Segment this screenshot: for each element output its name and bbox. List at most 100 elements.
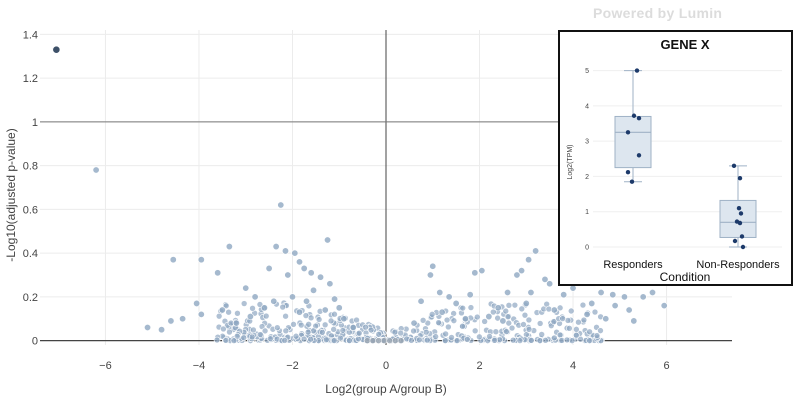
x-tick-label: −6 — [99, 360, 112, 372]
gene-point — [144, 323, 152, 331]
gene-point — [489, 308, 497, 316]
gene-point — [240, 300, 248, 307]
gene-point — [532, 247, 540, 255]
gene-point — [339, 327, 347, 334]
gene-point — [567, 307, 575, 315]
gene-point — [410, 319, 418, 327]
sample-point — [738, 211, 744, 216]
gene-point — [288, 293, 296, 301]
gene-point — [290, 321, 297, 328]
gene-point — [214, 269, 222, 277]
gene-point — [349, 323, 357, 331]
gene-point — [391, 328, 399, 336]
gene-point — [503, 328, 510, 335]
gene-point — [429, 262, 437, 270]
gene-point — [597, 288, 605, 296]
inset-y-axis-title: Log2(TPM) — [567, 144, 574, 179]
gene-point — [319, 329, 326, 336]
gene-point — [527, 288, 535, 296]
gene-point — [463, 336, 471, 343]
gene-point — [380, 337, 388, 344]
x-tick-labels: −6 −4 −2 0 2 4 6 — [99, 360, 669, 372]
gene-point — [597, 327, 604, 334]
gene-point — [225, 308, 232, 316]
gene-point — [297, 321, 305, 329]
x-tick-label: 6 — [663, 360, 669, 372]
gene-point — [611, 302, 619, 310]
gene-point — [485, 313, 493, 321]
gene-point — [307, 335, 314, 343]
gene-point — [331, 310, 338, 318]
gene-point — [321, 321, 329, 329]
inset-y-tick-label: 3 — [585, 139, 589, 146]
inset-y-tick-label: 2 — [585, 174, 589, 181]
inset-category-non-responders: Non-Responders — [696, 259, 780, 271]
gene-point — [317, 273, 325, 281]
gene-point — [324, 236, 332, 244]
gene-point — [346, 337, 353, 344]
gene-point — [525, 256, 533, 264]
inset-category-responders: Responders — [603, 259, 663, 271]
gene-point — [272, 243, 280, 251]
gene-point — [491, 336, 499, 344]
gene-point — [445, 323, 452, 331]
gene-point — [467, 304, 475, 311]
gene-point — [248, 333, 256, 341]
gene-point — [602, 315, 610, 323]
gene-point — [270, 297, 278, 305]
y-tick-label: 1.2 — [23, 73, 38, 85]
gene-point — [566, 325, 573, 332]
gene-point — [222, 302, 230, 310]
gene-point — [504, 288, 512, 296]
y-tick-label: 0.4 — [23, 248, 38, 260]
gene-point — [197, 310, 205, 318]
gene-point — [522, 299, 530, 307]
gene-point — [432, 333, 439, 340]
gene-point — [232, 319, 240, 327]
gene-point — [367, 326, 375, 334]
gene-point — [505, 302, 513, 309]
gene-point — [369, 337, 377, 344]
data-points — [52, 45, 668, 344]
gene-point — [225, 243, 233, 251]
gene-point — [279, 303, 287, 311]
gene-point — [167, 317, 175, 325]
sample-point — [731, 163, 737, 169]
x-tick-label: 4 — [570, 360, 576, 372]
gene-point — [305, 321, 312, 328]
gene-point — [326, 280, 334, 288]
gene-point — [525, 326, 533, 333]
gene-point — [251, 293, 259, 301]
gene-point — [303, 297, 311, 305]
gene-point — [450, 317, 458, 324]
gene-point — [630, 317, 638, 325]
gene-point — [438, 308, 446, 316]
gene-point — [327, 317, 335, 325]
gene-point — [428, 311, 436, 318]
gene-point — [546, 280, 554, 288]
gene-point — [509, 336, 517, 344]
inset-title: GENE X — [660, 37, 709, 52]
gene-point — [494, 304, 502, 312]
x-tick-label: −2 — [286, 360, 299, 372]
gene-point — [281, 337, 288, 344]
gene-point — [556, 331, 564, 339]
inset-y-tick-label: 1 — [585, 209, 589, 216]
gene-point — [375, 337, 382, 344]
gene-point — [282, 312, 289, 320]
highlighted-gene-point[interactable] — [52, 45, 61, 54]
gene-point — [323, 336, 330, 343]
gene-point — [550, 306, 558, 314]
gene-point — [583, 310, 591, 318]
gene-point — [459, 322, 466, 330]
gene-point — [471, 269, 479, 277]
gene-point — [262, 312, 270, 320]
gene-point — [419, 317, 427, 324]
gene-boxplot-inset: GENE X 0 1 2 3 4 5 Log2(TPM) Responders Non-R… — [558, 30, 793, 286]
sample-point — [739, 234, 745, 239]
gene-point — [591, 308, 599, 316]
gene-point — [580, 316, 588, 324]
gene-point — [461, 315, 469, 323]
gene-point — [340, 315, 348, 323]
gene-point — [392, 337, 399, 344]
